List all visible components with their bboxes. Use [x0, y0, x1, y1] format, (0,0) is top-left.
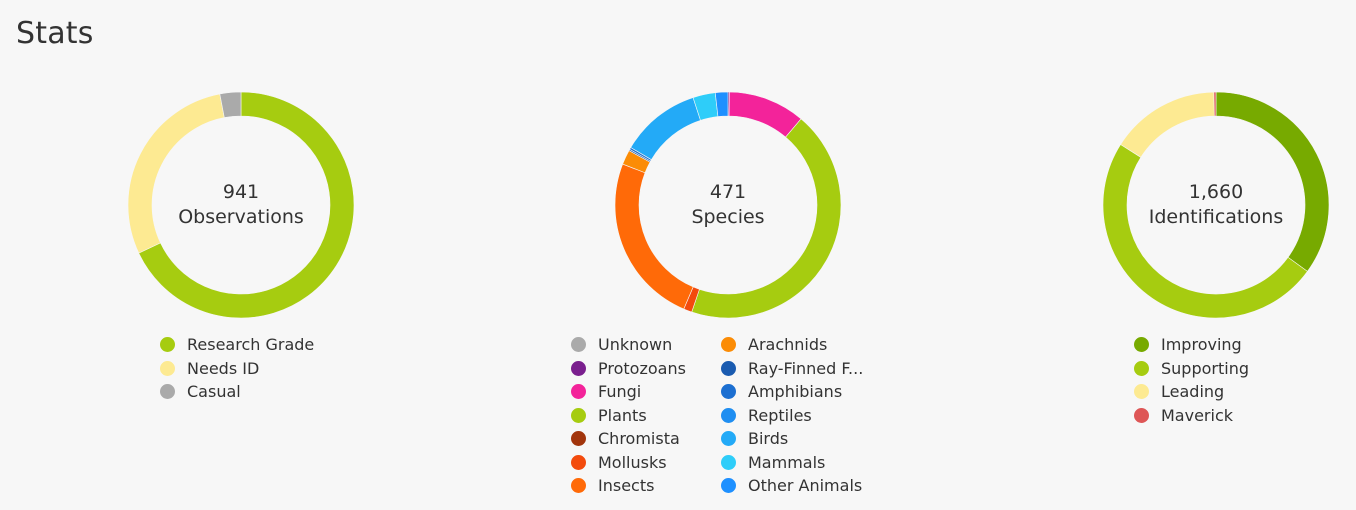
identifications-chart: 1,660 Identifications	[1102, 91, 1330, 319]
legend-label: Needs ID	[187, 358, 260, 378]
legend-label: Leading	[1161, 382, 1225, 401]
legend-item-needs-id: Needs ID	[160, 357, 330, 381]
legend-label: Birds	[748, 429, 789, 448]
legend-swatch	[721, 360, 736, 376]
legend-item-plants: Plants	[571, 404, 741, 428]
legend-item-amphibians: Amphibians	[721, 380, 891, 404]
legend-label: Plants	[598, 405, 647, 425]
slice-research-grade[interactable]	[138, 91, 355, 319]
legend-column: Research Grade Needs ID Casual	[160, 333, 330, 404]
legend-swatch	[721, 337, 736, 353]
observations-label: Observations	[178, 206, 304, 228]
legend-label: Supporting	[1161, 358, 1249, 378]
legend-item-reptiles: Reptiles	[721, 404, 891, 428]
slice-supporting[interactable]	[1102, 144, 1308, 319]
legend-item-chromista: Chromista	[571, 427, 741, 451]
legend-item-fungi: Fungi	[571, 380, 741, 404]
legend-item-insects: Insects	[571, 474, 741, 498]
legend-label: Fungi	[598, 382, 642, 401]
legend-swatch	[1134, 407, 1149, 423]
legend-label: Arachnids	[748, 335, 828, 354]
legend-swatch	[571, 384, 586, 400]
legend-item-mammals: Mammals	[721, 451, 891, 475]
observations-donut[interactable]	[127, 91, 355, 319]
species-count: 471	[709, 181, 747, 203]
legend-item-casual: Casual	[160, 380, 330, 404]
legend-item-research-grade: Research Grade	[160, 333, 330, 357]
legend-swatch	[721, 478, 736, 494]
observations-chart: 941 Observations	[127, 91, 355, 319]
legend-label: Insects	[598, 476, 655, 495]
slice-birds[interactable]	[630, 97, 701, 161]
legend-label: Amphibians	[748, 382, 843, 401]
legend-swatch	[721, 384, 736, 400]
species-center: 471 Species	[615, 180, 841, 230]
legend-item-improving: Improving	[1134, 333, 1304, 357]
legend-item-other-animals: Other Animals	[721, 474, 891, 498]
legend-label: Maverick	[1161, 405, 1234, 425]
slice-fungi[interactable]	[728, 91, 802, 138]
legend-swatch	[721, 407, 736, 423]
legend-label: Casual	[187, 382, 241, 401]
observations-count: 941	[222, 181, 260, 203]
legend-swatch	[571, 478, 586, 494]
legend-item-unknown: Unknown	[571, 333, 741, 357]
legend-swatch	[571, 337, 586, 353]
legend-item-leading: Leading	[1134, 380, 1304, 404]
legend-swatch	[721, 431, 736, 447]
slice-other-animals[interactable]	[714, 91, 729, 117]
species-chart: 471 Species	[614, 91, 842, 319]
identifications-count: 1,660	[1188, 181, 1244, 203]
species-donut[interactable]	[614, 91, 842, 319]
legend-label: Mollusks	[598, 452, 667, 472]
identifications-donut[interactable]	[1102, 91, 1330, 319]
legend-label: Improving	[1161, 335, 1242, 354]
legend-column: Arachnids Ray-Finned F... Amphibians Reptil…	[721, 333, 891, 498]
legend-label: Reptiles	[748, 405, 812, 425]
legend-item-maverick: Maverick	[1134, 404, 1304, 428]
legend-label: Research Grade	[187, 335, 315, 354]
legend-swatch	[1134, 337, 1149, 353]
legend-swatch	[160, 337, 175, 353]
legend-swatch	[160, 384, 175, 400]
species-label: Species	[691, 206, 765, 228]
legend-label: Protozoans	[598, 358, 686, 378]
legend-label: Mammals	[748, 452, 826, 472]
legend-label: Ray-Finned F...	[748, 358, 864, 378]
identifications-label: Identifications	[1148, 206, 1284, 228]
legend-item-mollusks: Mollusks	[571, 451, 741, 475]
slice-plants[interactable]	[691, 118, 842, 319]
legend-swatch	[571, 431, 586, 447]
legend-swatch	[160, 360, 175, 376]
legend-swatch	[721, 454, 736, 470]
slice-leading[interactable]	[1120, 91, 1215, 158]
slice-casual[interactable]	[219, 91, 242, 118]
observations-center: 941 Observations	[128, 180, 354, 230]
identifications-center: 1,660 Identifications	[1103, 180, 1329, 230]
legend-column: Unknown Protozoans Fungi Plants Chromista Mol…	[571, 333, 741, 498]
slice-maverick[interactable]	[1213, 91, 1217, 117]
legend-swatch	[571, 360, 586, 376]
page-title: Stats	[16, 16, 94, 51]
legend-item-arachnids: Arachnids	[721, 333, 891, 357]
legend-swatch	[571, 454, 586, 470]
legend-item-protozoans: Protozoans	[571, 357, 741, 381]
legend-label: Chromista	[598, 429, 680, 448]
legend-label: Unknown	[598, 335, 673, 354]
legend-label: Other Animals	[748, 476, 863, 495]
legend-item-supporting: Supporting	[1134, 357, 1304, 381]
legend-item-ray-finned-f: Ray-Finned F...	[721, 357, 891, 381]
legend-column: Improving Supporting Leading Maverick	[1134, 333, 1304, 427]
legend-item-birds: Birds	[721, 427, 891, 451]
legend-swatch	[571, 407, 586, 423]
legend-swatch	[1134, 360, 1149, 376]
legend-swatch	[1134, 384, 1149, 400]
